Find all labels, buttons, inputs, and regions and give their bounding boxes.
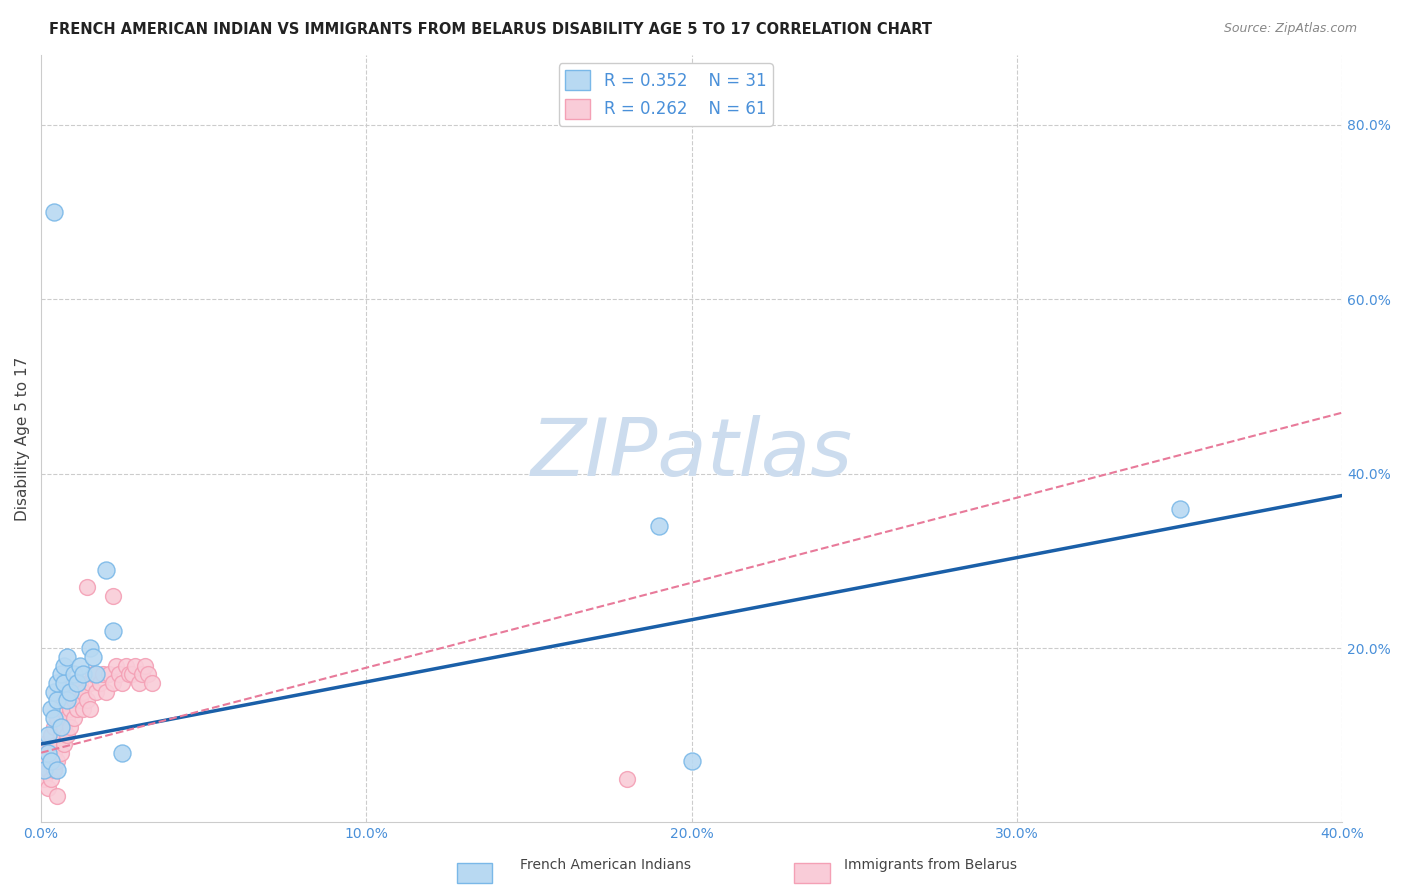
Point xyxy=(69,693,91,707)
Point xyxy=(101,624,124,638)
Point xyxy=(96,563,118,577)
Point xyxy=(46,676,69,690)
Point xyxy=(86,684,108,698)
Point xyxy=(42,205,65,219)
Point xyxy=(34,737,56,751)
Point xyxy=(82,649,104,664)
Point xyxy=(79,702,101,716)
Point xyxy=(72,667,94,681)
Point xyxy=(86,667,108,681)
Point xyxy=(648,519,671,533)
Point xyxy=(66,684,89,698)
Point xyxy=(62,711,84,725)
Text: FRENCH AMERICAN INDIAN VS IMMIGRANTS FROM BELARUS DISABILITY AGE 5 TO 17 CORRELA: FRENCH AMERICAN INDIAN VS IMMIGRANTS FRO… xyxy=(49,22,932,37)
Point xyxy=(39,728,62,742)
Point xyxy=(56,684,79,698)
Point xyxy=(37,780,59,795)
Point xyxy=(46,737,69,751)
Point xyxy=(56,728,79,742)
Point xyxy=(49,667,72,681)
Point xyxy=(39,702,62,716)
Point xyxy=(56,693,79,707)
Point xyxy=(101,676,124,690)
Point xyxy=(46,789,69,804)
Text: Immigrants from Belarus: Immigrants from Belarus xyxy=(844,858,1017,872)
Point xyxy=(56,711,79,725)
Point xyxy=(46,711,69,725)
Point xyxy=(104,658,127,673)
Legend: R = 0.352    N = 31, R = 0.262    N = 61: R = 0.352 N = 31, R = 0.262 N = 61 xyxy=(558,63,773,126)
Point xyxy=(42,684,65,698)
Point xyxy=(49,702,72,716)
Point xyxy=(1168,501,1191,516)
Point xyxy=(131,667,153,681)
Point xyxy=(59,684,82,698)
Point xyxy=(52,658,75,673)
Point xyxy=(46,755,69,769)
Point xyxy=(138,667,160,681)
Point xyxy=(52,693,75,707)
Point xyxy=(39,755,62,769)
Point xyxy=(134,658,156,673)
Point xyxy=(42,763,65,777)
Point xyxy=(141,676,163,690)
Point xyxy=(34,755,56,769)
Point xyxy=(66,702,89,716)
Point xyxy=(76,693,98,707)
Point xyxy=(59,702,82,716)
Y-axis label: Disability Age 5 to 17: Disability Age 5 to 17 xyxy=(15,357,30,521)
Text: Source: ZipAtlas.com: Source: ZipAtlas.com xyxy=(1223,22,1357,36)
Point xyxy=(681,755,703,769)
Point xyxy=(59,720,82,734)
Point xyxy=(124,658,146,673)
Point xyxy=(39,772,62,786)
Point xyxy=(72,702,94,716)
Text: French American Indians: French American Indians xyxy=(520,858,692,872)
Point xyxy=(72,684,94,698)
Point xyxy=(62,676,84,690)
Point xyxy=(111,676,134,690)
Point xyxy=(49,728,72,742)
Point xyxy=(121,667,143,681)
Point xyxy=(79,676,101,690)
Point xyxy=(42,720,65,734)
Point xyxy=(42,746,65,760)
Point xyxy=(101,589,124,603)
Point xyxy=(37,728,59,742)
Point xyxy=(37,746,59,760)
Point xyxy=(37,746,59,760)
Point xyxy=(69,658,91,673)
Point xyxy=(108,667,131,681)
Point xyxy=(69,676,91,690)
Point xyxy=(52,676,75,690)
Point xyxy=(128,676,150,690)
Point xyxy=(76,580,98,594)
Point xyxy=(52,737,75,751)
Point xyxy=(89,676,111,690)
Point xyxy=(49,720,72,734)
Point xyxy=(34,772,56,786)
Point xyxy=(56,649,79,664)
Point xyxy=(79,641,101,656)
Point xyxy=(39,755,62,769)
Point xyxy=(62,667,84,681)
Point xyxy=(82,667,104,681)
Point xyxy=(118,667,141,681)
Point xyxy=(42,711,65,725)
Point xyxy=(62,693,84,707)
Point xyxy=(91,667,114,681)
Point xyxy=(98,667,121,681)
Point xyxy=(52,720,75,734)
Point xyxy=(49,746,72,760)
Point xyxy=(111,746,134,760)
Point xyxy=(96,684,118,698)
Point xyxy=(66,676,89,690)
Point xyxy=(616,772,638,786)
Text: ZIPatlas: ZIPatlas xyxy=(530,415,853,493)
Point xyxy=(46,693,69,707)
Point xyxy=(46,763,69,777)
Point xyxy=(37,763,59,777)
Point xyxy=(114,658,136,673)
Point xyxy=(34,763,56,777)
